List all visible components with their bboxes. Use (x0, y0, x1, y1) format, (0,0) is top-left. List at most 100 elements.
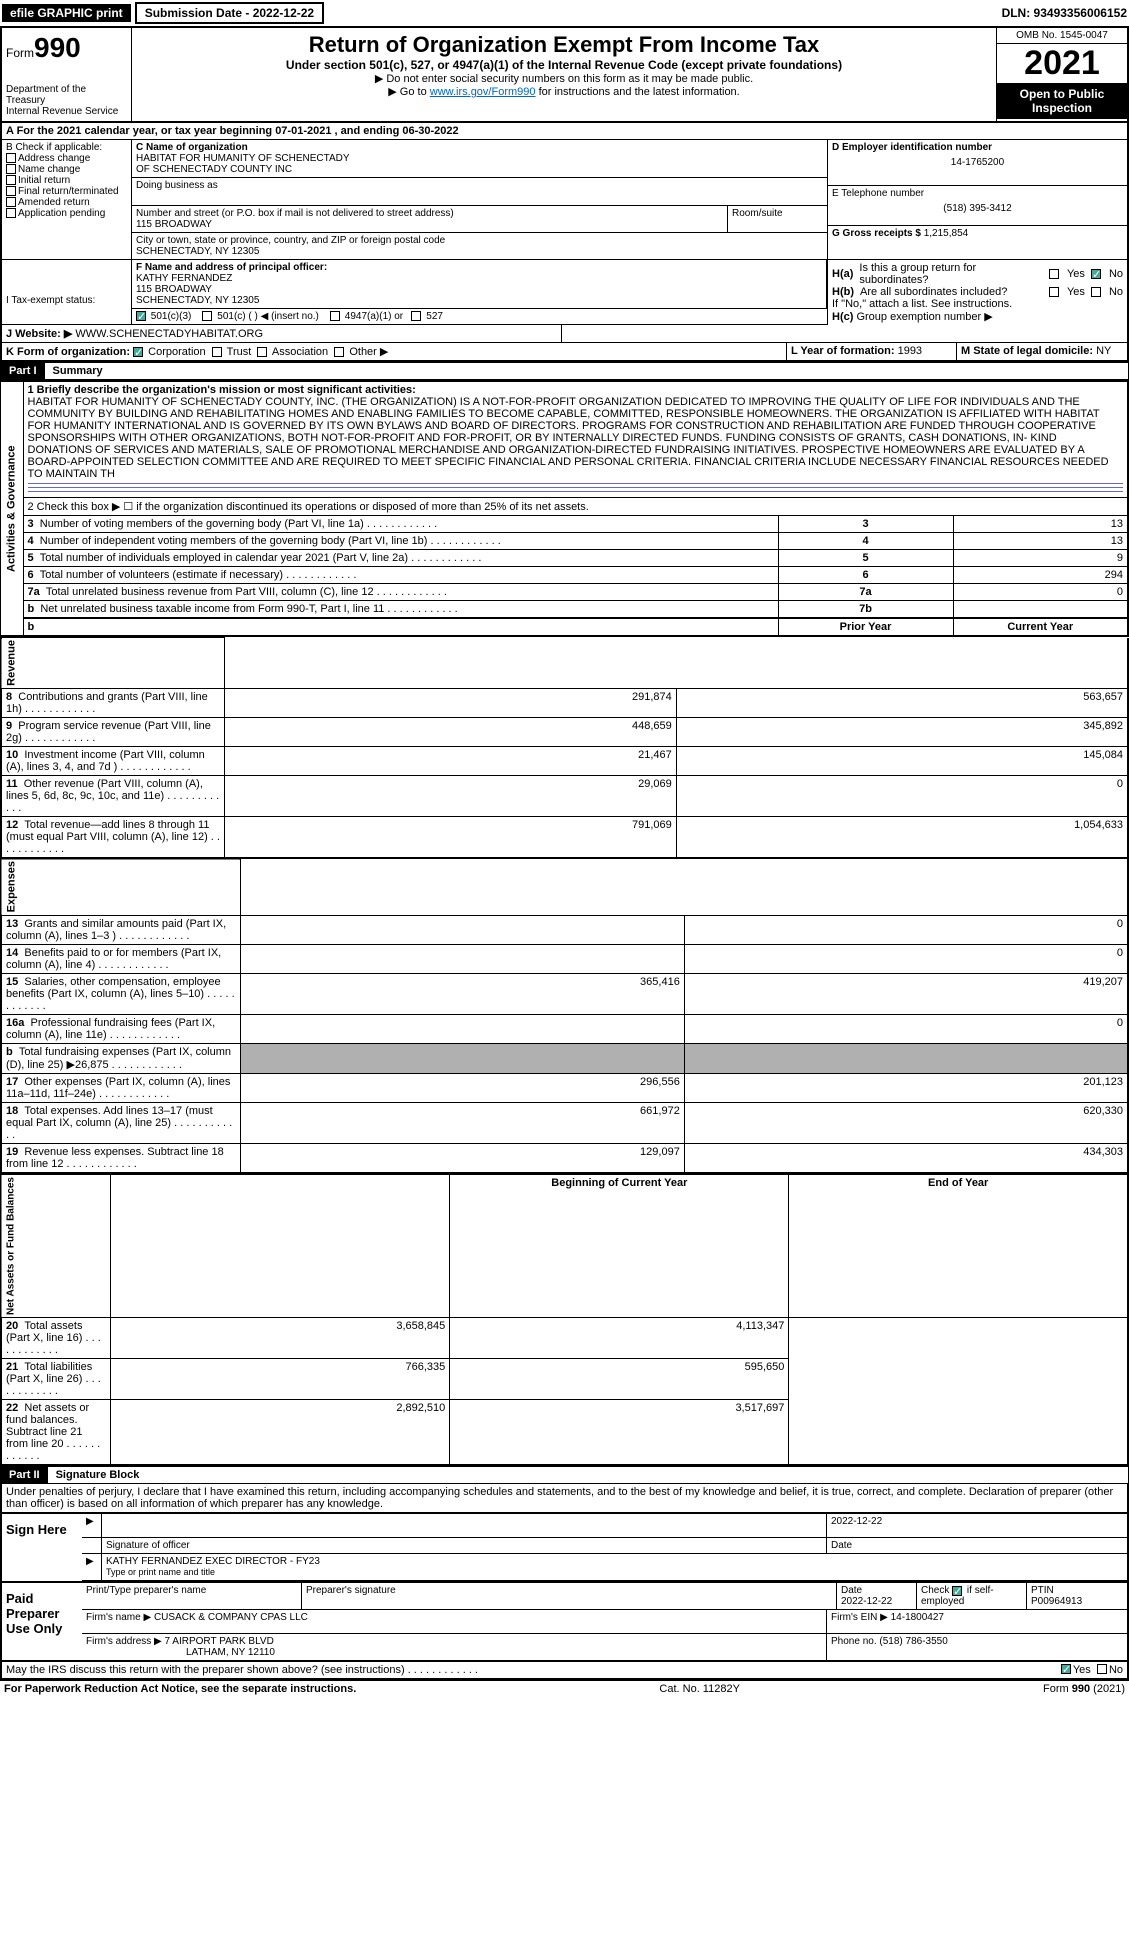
note-goto: ▶ Go to www.irs.gov/Form990 for instruct… (136, 85, 992, 98)
end-year-hdr: End of Year (928, 1177, 988, 1189)
check-final[interactable]: Final return/terminated (6, 186, 127, 197)
check-corp[interactable] (133, 347, 143, 357)
officer-label: F Name and address of principal officer: (136, 262, 327, 273)
hc-text: Group exemption number ▶ (856, 311, 992, 323)
check-527[interactable] (411, 311, 421, 321)
paid-prep-label: Paid Preparer Use Only (2, 1583, 82, 1660)
room-label: Room/suite (727, 206, 827, 233)
firm-name: CUSACK & COMPANY CPAS LLC (154, 1612, 308, 1623)
l-label: L Year of formation: (791, 345, 895, 357)
line1-label: 1 Briefly describe the organization's mi… (28, 384, 416, 396)
city-value: SCHENECTADY, NY 12305 (136, 246, 259, 257)
check-self-employed[interactable] (952, 1586, 962, 1596)
check-501c3[interactable] (136, 311, 146, 321)
part2-header: Part II (1, 1467, 48, 1483)
side-expenses: Expenses (1, 859, 241, 915)
check-address[interactable]: Address change (6, 153, 127, 164)
k-label: K Form of organization: (6, 346, 130, 358)
hb-text: Are all subordinates included? (860, 286, 1043, 298)
officer-addr2: SCHENECTADY, NY 12305 (136, 295, 259, 306)
hc-label: H(c) (832, 311, 853, 323)
tax-year: 2021 (997, 44, 1127, 83)
curr-year-hdr: Current Year (1007, 621, 1073, 633)
dba-label: Doing business as (136, 180, 218, 191)
firm-addr1: 7 AIRPORT PARK BLVD (165, 1636, 274, 1647)
check-initial[interactable]: Initial return (6, 175, 127, 186)
website-value: WWW.SCHENECTADYHABITAT.ORG (75, 328, 263, 340)
hb-no[interactable] (1091, 287, 1101, 297)
name-title-label: Type or print name and title (106, 1567, 215, 1577)
row-b-label: b (28, 621, 35, 633)
side-net: Net Assets or Fund Balances (1, 1175, 111, 1318)
form-subtitle: Under section 501(c), 527, or 4947(a)(1)… (136, 58, 992, 72)
may-irs-text: May the IRS discuss this return with the… (6, 1664, 1061, 1676)
check-assoc[interactable] (257, 347, 267, 357)
officer-name: KATHY FERNANDEZ (136, 273, 232, 284)
prior-year-hdr: Prior Year (840, 621, 892, 633)
street-address: 115 BROADWAY (136, 219, 212, 230)
hb-yes[interactable] (1049, 287, 1059, 297)
part1-title: Summary (53, 365, 103, 377)
officer-name-title: KATHY FERNANDEZ EXEC DIRECTOR - FY23 (106, 1556, 320, 1567)
check-trust[interactable] (212, 347, 222, 357)
check-name[interactable]: Name change (6, 164, 127, 175)
firm-name-label: Firm's name ▶ (86, 1612, 151, 1623)
hb-label: H(b) (832, 286, 854, 298)
dln-label: DLN: 93493356006152 (1002, 6, 1127, 20)
phone-value: (518) 395-3412 (832, 203, 1123, 214)
prep-date: 2022-12-22 (841, 1596, 892, 1607)
ptin-value: P00964913 (1031, 1596, 1082, 1607)
side-governance: Activities & Governance (1, 381, 23, 636)
box-b-label: B Check if applicable: (6, 142, 127, 153)
phone-label: E Telephone number (832, 188, 924, 199)
omb-number: OMB No. 1545-0047 (997, 28, 1127, 44)
l-value: 1993 (898, 345, 922, 357)
city-label: City or town, state or province, country… (136, 235, 445, 246)
dept-label: Department of the Treasury (6, 84, 127, 106)
arrow-icon: ▶ (82, 1514, 102, 1537)
check-other[interactable] (334, 347, 344, 357)
check-4947[interactable] (330, 311, 340, 321)
submission-date: Submission Date - 2022-12-22 (135, 2, 324, 24)
mission-text: HABITAT FOR HUMANITY OF SCHENECTADY COUN… (28, 396, 1109, 480)
row-a-period: A For the 2021 calendar year, or tax yea… (0, 123, 1129, 140)
may-irs-no[interactable] (1097, 1664, 1107, 1674)
ha-no[interactable] (1091, 269, 1101, 279)
part1-header: Part I (1, 363, 45, 379)
form-number: Form990 (6, 32, 127, 64)
gross-label: G Gross receipts $ (832, 228, 921, 239)
part2-title: Signature Block (56, 1469, 140, 1481)
efile-button[interactable]: efile GRAPHIC print (2, 4, 131, 22)
ein-value: 14-1765200 (832, 157, 1123, 168)
check-amended[interactable]: Amended return (6, 197, 127, 208)
prep-sig-label: Preparer's signature (302, 1583, 837, 1609)
firm-addr-label: Firm's address ▶ (86, 1636, 162, 1647)
irs-label: Internal Revenue Service (6, 106, 127, 117)
irs-link[interactable]: www.irs.gov/Form990 (430, 86, 536, 98)
officer-addr1: 115 BROADWAY (136, 284, 212, 295)
check-501c[interactable] (202, 311, 212, 321)
firm-phone-label: Phone no. (831, 1636, 877, 1647)
website-label: J Website: ▶ (6, 328, 72, 340)
sig-date: 2022-12-22 (827, 1514, 1127, 1537)
tax-status-options: 501(c)(3) 501(c) ( ) ◀ (insert no.) 4947… (132, 309, 827, 325)
ha-label: H(a) (832, 268, 853, 280)
prep-name-label: Print/Type preparer's name (82, 1583, 302, 1609)
line2-text: 2 Check this box ▶ ☐ if the organization… (23, 498, 1128, 516)
may-irs-yes[interactable] (1061, 1664, 1071, 1674)
sig-date-label: Date (827, 1538, 1127, 1553)
arrow-icon: ▶ (82, 1554, 102, 1580)
note-ssn: ▶ Do not enter social security numbers o… (136, 72, 992, 85)
firm-addr2: LATHAM, NY 12110 (186, 1647, 275, 1658)
prep-date-label: Date (841, 1585, 862, 1596)
sig-intro: Under penalties of perjury, I declare th… (0, 1484, 1129, 1512)
firm-ein-label: Firm's EIN ▶ (831, 1612, 888, 1623)
ha-yes[interactable] (1049, 269, 1059, 279)
tax-status-label: I Tax-exempt status: (6, 295, 95, 306)
ptin-label: PTIN (1031, 1585, 1054, 1596)
ha-text: Is this a group return for subordinates? (859, 262, 1043, 286)
c-name-label: C Name of organization (136, 142, 248, 153)
m-value: NY (1096, 345, 1111, 357)
check-pending[interactable]: Application pending (6, 208, 127, 219)
open-public-label: Open to Public Inspection (997, 83, 1127, 119)
